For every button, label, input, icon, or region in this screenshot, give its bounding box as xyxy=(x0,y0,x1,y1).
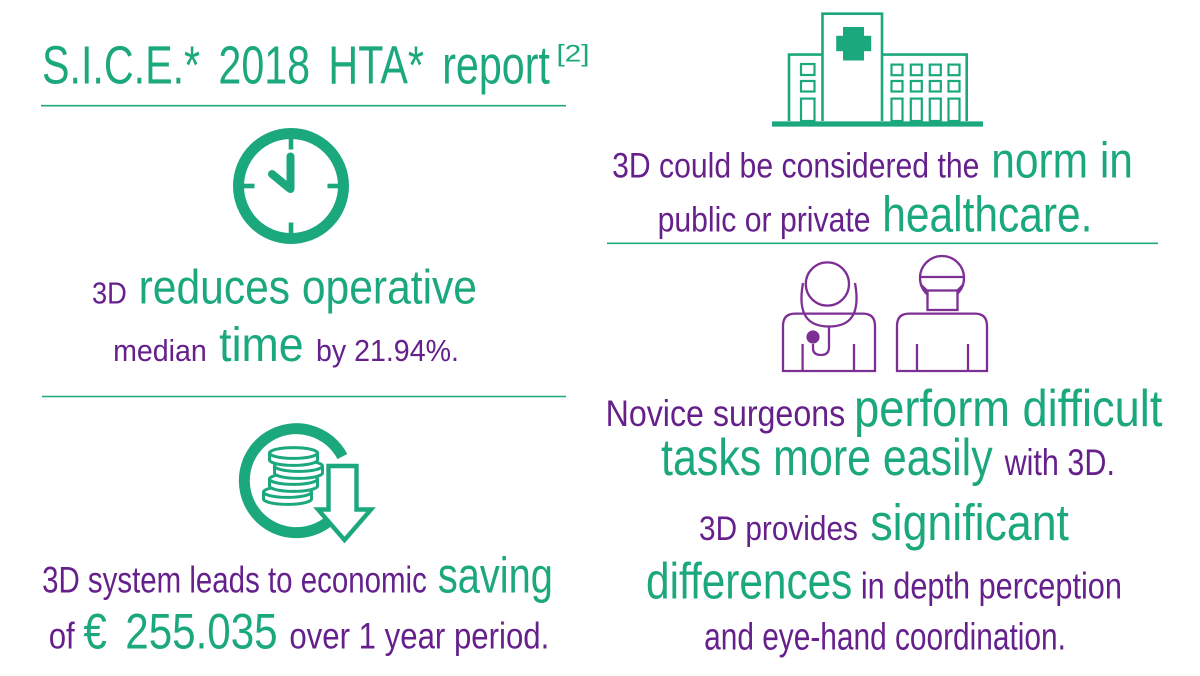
svg-text:3D reduces operative: 3D reduces operative xyxy=(92,260,477,314)
svg-text:of € 255.035 over 1 year perio: of € 255.035 over 1 year period. xyxy=(49,603,550,659)
svg-text:Novice surgeons perform diffic: Novice surgeons perform difficult xyxy=(606,380,1163,438)
svg-text:[2]: [2] xyxy=(557,40,590,67)
svg-text:median time by 21.94%.: median time by 21.94%. xyxy=(113,317,459,371)
svg-text:3D system leads to economic sa: 3D system leads to economic saving xyxy=(42,547,553,603)
svg-text:tasks more easily with 3D.: tasks more easily with 3D. xyxy=(661,429,1115,487)
svg-text:S.I.C.E.* 2018 HTA* report: S.I.C.E.* 2018 HTA* report xyxy=(42,36,550,96)
svg-text:3D could be considered the nor: 3D could be considered the norm in xyxy=(612,132,1133,188)
svg-text:and eye-hand coordination.: and eye-hand coordination. xyxy=(704,616,1066,658)
svg-text:3D provides significant: 3D provides significant xyxy=(699,495,1069,551)
svg-text:differences in depth perceptio: differences in depth perception xyxy=(646,553,1122,610)
svg-text:public or private healthcare.: public or private healthcare. xyxy=(658,186,1093,242)
